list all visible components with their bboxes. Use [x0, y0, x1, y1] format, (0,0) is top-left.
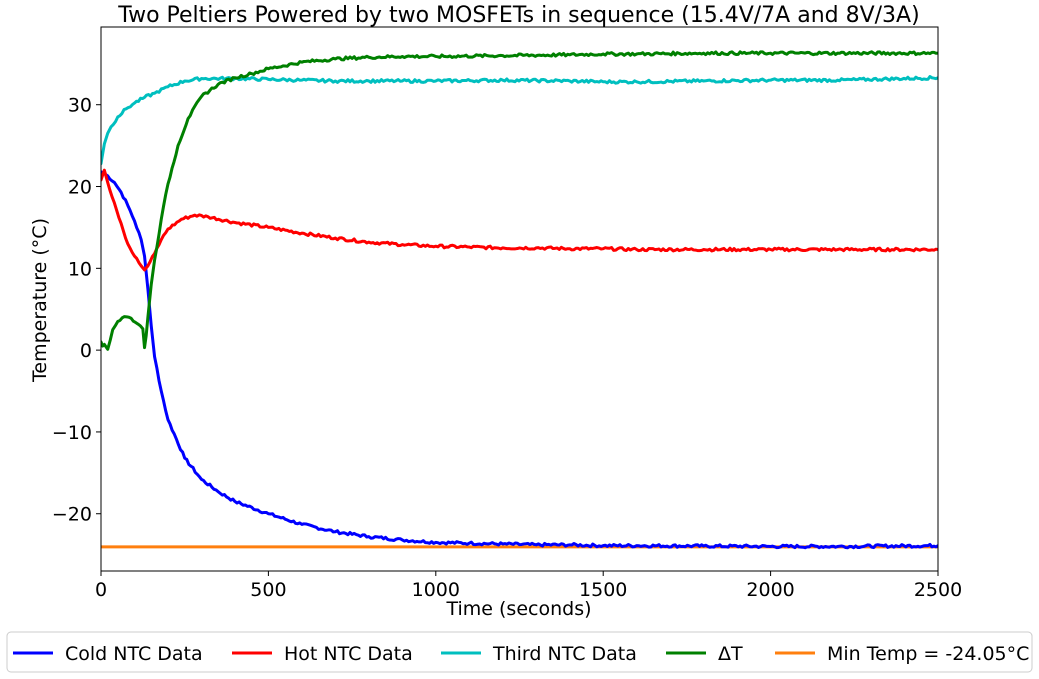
plot-frame: [100, 26, 939, 572]
y-tick-label: 20: [68, 177, 92, 199]
series-line-0: [101, 170, 938, 550]
y-axis: −20 −10 0 10 20 30: [52, 95, 101, 526]
y-tick-label: 0: [80, 340, 92, 362]
x-tick-label: 2000: [746, 579, 794, 601]
y-tick-label: −20: [52, 504, 92, 526]
legend-label: Min Temp = -24.05°C: [827, 643, 1029, 665]
x-axis-label: Time (seconds): [445, 598, 591, 620]
series-line-2: [101, 75, 938, 166]
y-tick-label: 10: [68, 258, 92, 280]
legend-label: Third NTC Data: [492, 643, 637, 665]
y-axis-label: Temperature (°C): [29, 218, 51, 383]
x-tick-label: 0: [95, 579, 107, 601]
plot-area: [100, 26, 939, 572]
x-tick-label: 500: [250, 579, 286, 601]
series-line-3: [101, 50, 938, 351]
legend-label: Hot NTC Data: [284, 643, 413, 665]
x-tick-label: 1000: [412, 579, 460, 601]
x-tick-label: 1500: [579, 579, 627, 601]
series-line-1: [101, 168, 938, 272]
legend-label: Cold NTC Data: [65, 643, 203, 665]
x-axis: 0 500 1000 1500 2000 2500: [95, 571, 962, 601]
chart-title: Two Peltiers Powered by two MOSFETs in s…: [117, 3, 919, 28]
x-tick-label: 2500: [914, 579, 962, 601]
y-tick-label: 30: [68, 95, 92, 117]
y-tick-label: −10: [52, 422, 92, 444]
legend-label: ΔT: [718, 643, 743, 665]
legend-box: [6, 631, 1033, 673]
legend: Cold NTC Data Hot NTC Data Third NTC Data Δ…: [6, 631, 1033, 673]
